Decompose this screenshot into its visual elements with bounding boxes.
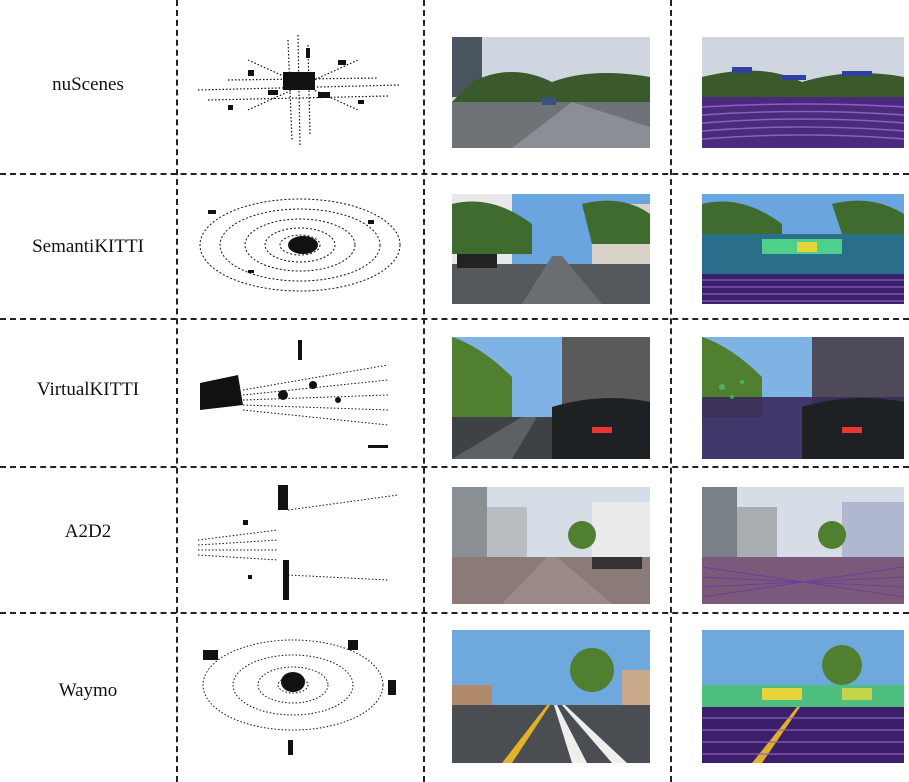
dataset-label-waymo: Waymo	[58, 680, 118, 701]
row-divider-4	[0, 612, 909, 614]
column-divider-3	[670, 0, 672, 782]
row-divider-2	[0, 318, 909, 320]
a2d2-lidar-projection	[702, 487, 904, 604]
camera-image-icon	[452, 37, 650, 148]
camera-image-icon	[452, 630, 650, 763]
virtualkitti-lidar-projection	[702, 337, 904, 459]
lidar-projection-icon	[702, 37, 904, 148]
lidar-projection-icon	[702, 194, 904, 304]
a2d2-camera-image	[452, 487, 650, 604]
semantikitti-lidar-projection	[702, 194, 904, 304]
virtualkitti-camera-image	[452, 337, 650, 459]
column-divider-1	[176, 0, 178, 782]
waymo-camera-image	[452, 630, 650, 763]
dataset-label-nuscenes: nuScenes	[52, 74, 124, 95]
lidar-projection-icon	[702, 337, 904, 459]
camera-image-icon	[452, 337, 650, 459]
lidar-point-cloud-icon	[200, 340, 389, 448]
lidar-point-cloud-icon	[199, 198, 401, 292]
dataset-label-semantikitti: SemantiKITTI	[32, 236, 144, 257]
virtualkitti-point-cloud	[188, 335, 410, 455]
camera-image-icon	[452, 194, 650, 304]
waymo-point-cloud	[188, 630, 410, 760]
a2d2-point-cloud	[188, 480, 410, 605]
lidar-projection-icon	[702, 487, 904, 604]
column-divider-2	[423, 0, 425, 782]
nuscenes-lidar-projection	[702, 37, 904, 148]
nuscenes-camera-image	[452, 37, 650, 148]
lidar-point-cloud-icon	[197, 34, 401, 146]
dataset-label-virtualkitti: VirtualKITTI	[36, 379, 140, 400]
lidar-point-cloud-icon	[197, 485, 399, 600]
camera-image-icon	[452, 487, 650, 604]
lidar-point-cloud-icon	[202, 639, 396, 755]
lidar-projection-icon	[702, 630, 904, 763]
semantikitti-point-cloud	[188, 190, 410, 300]
waymo-lidar-projection	[702, 630, 904, 763]
dataset-label-a2d2: A2D2	[64, 521, 112, 542]
row-divider-1	[0, 173, 909, 175]
semantikitti-camera-image	[452, 194, 650, 304]
row-divider-3	[0, 466, 909, 468]
nuscenes-point-cloud	[188, 30, 410, 150]
